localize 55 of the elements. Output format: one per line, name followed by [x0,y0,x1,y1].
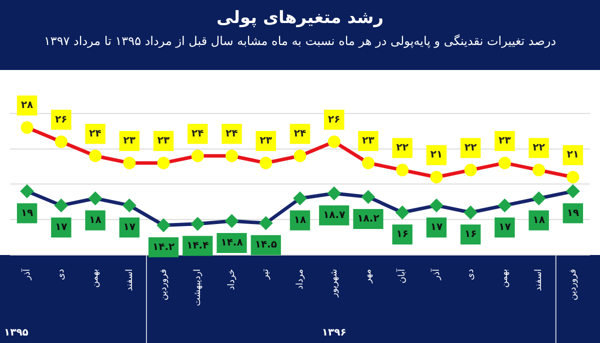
x-tick-label: دی [466,269,476,280]
x-tick-label: آذر [20,268,32,281]
x-tick-label: تیر [261,268,272,280]
data-label: ۲۴ [89,128,102,140]
x-tick-label: بهمن [90,269,101,288]
x-tick-label: بهمن [500,269,510,288]
data-label: ۲۳ [123,136,136,147]
data-label: ۱۸ [532,214,545,226]
data-label: ۱۷ [123,222,136,234]
x-tick-label: شهریور [329,269,340,298]
data-label: ۲۴ [192,128,204,140]
data-label: ۱۷ [55,222,68,234]
x-tick-label: اردیبهشت [192,269,203,306]
x-tick-label: آذر [430,268,442,281]
data-label: ۱۸ [294,214,306,226]
data-label: ۲۳ [498,136,511,147]
x-tick-label: خرداد [227,269,238,290]
data-label: ۲۲ [532,142,545,154]
x-tick-label: آبان [396,268,408,284]
data-label: ۱۷ [498,222,511,234]
data-label: ۲۶ [55,114,68,126]
x-tick-label: مهر [364,268,374,284]
data-label: ۱۴.۴ [186,240,209,252]
data-label: ۲۳ [362,136,374,147]
data-label: ۱۴.۲ [152,242,175,253]
data-label: ۱۷ [430,222,443,234]
data-label: ۱۶ [464,229,477,240]
chart-title: رشد متغیرهای پولی [215,8,385,28]
data-label: ۲۸ [20,100,34,112]
data-label: ۱۴.۵ [254,240,277,251]
data-label: ۲۴ [294,128,306,140]
data-label: ۱۶ [396,229,408,240]
data-label: ۲۲ [396,142,408,154]
data-label: ۲۱ [566,150,580,161]
text: ۱۳۹۵ [4,328,28,339]
chart-subtitle: درصد تغییرات نقدینگی و پایه‌پولی در هر ماه نسبت به ماه مشابه سال قبل از مرداد ۱۳۹۵ تا مرداد ۱۳۹۷ [42,34,558,48]
x-tick-label: مرداد [295,268,306,290]
x-tick-label: فروردین [158,269,169,300]
data-label: ۱۸.۲ [357,214,380,225]
x-tick-label: دی [56,269,67,280]
data-label: ۱۸ [89,214,102,226]
data-label: ۲۴ [226,128,238,140]
data-label: ۲۶ [328,114,340,126]
data-label: ۲۱ [430,150,443,161]
x-tick-label: اسفند [534,269,544,292]
data-label: ۱۹ [566,208,580,219]
data-label: ۱۹ [20,208,34,219]
data-label: ۲۳ [260,136,272,147]
x-tick-label: فروردین [568,269,578,300]
x-tick-label: اسفند [124,269,135,292]
text: ۱۳۹۶ [322,328,346,339]
data-label: ۲۳ [157,136,170,147]
data-label: ۱۸.۷ [323,210,346,221]
data-label: ۱۴.۸ [220,238,243,249]
data-label: ۲۲ [464,142,477,154]
